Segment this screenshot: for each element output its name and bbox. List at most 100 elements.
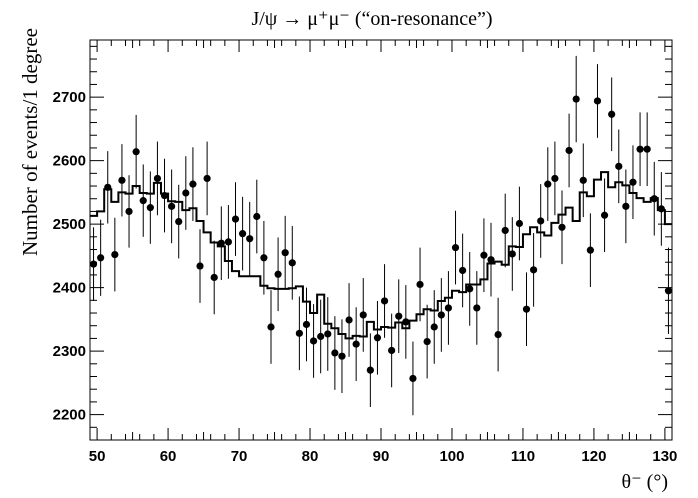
data-point: [664, 287, 673, 295]
data-point: [551, 174, 559, 183]
x-tick-label: 70: [231, 448, 248, 465]
data-point: [395, 312, 403, 320]
data-point: [175, 217, 183, 226]
data-point: [451, 244, 460, 252]
histogram-line: [90, 171, 672, 340]
data-point: [89, 260, 98, 268]
data-point: [544, 180, 552, 188]
data-point: [586, 246, 594, 254]
data-point: [487, 256, 495, 264]
data-point: [366, 366, 374, 374]
data-point: [97, 254, 105, 262]
data-point: [352, 340, 360, 348]
data-point: [608, 110, 616, 118]
x-axis-label-text: θ⁻ (°): [622, 471, 668, 493]
data-point: [203, 174, 211, 183]
x-axis-label: θ⁻ (°): [622, 471, 668, 493]
data-point: [168, 202, 176, 210]
data-point: [615, 162, 623, 170]
data-point: [246, 235, 254, 243]
data-point: [196, 262, 204, 270]
data-point: [466, 285, 474, 293]
data-point: [146, 204, 154, 212]
data-point: [529, 266, 538, 274]
plot-border: [89, 39, 673, 441]
y-axis-ticks: 2200 2300 2400 2500 2600 2700: [53, 45, 672, 441]
chart-title: J/ψ → μ⁺μ⁻ (“on-resonance”): [251, 8, 492, 30]
data-point: [309, 337, 318, 345]
data-point: [345, 316, 353, 324]
data-point: [125, 207, 133, 216]
data-point: [217, 239, 225, 247]
data-point: [437, 311, 445, 319]
data-point: [373, 334, 382, 342]
data-point: [160, 191, 169, 200]
data-point: [380, 297, 389, 305]
data-point: [338, 352, 346, 360]
y-tick-label: 2300: [53, 343, 86, 360]
x-tick-label: 130: [652, 448, 677, 465]
data-point: [295, 329, 303, 337]
data-point: [501, 226, 509, 235]
data-points: [89, 55, 673, 416]
x-axis-ticks: 50 60 70 80 90 100 110 120 130: [89, 40, 677, 465]
data-point: [388, 346, 396, 355]
data-point: [416, 280, 424, 289]
data-point: [430, 323, 438, 331]
data-point: [274, 270, 282, 278]
x-tick-label: 60: [160, 448, 177, 465]
data-point: [494, 331, 502, 339]
y-tick-label: 2600: [53, 153, 86, 170]
data-point: [515, 219, 524, 228]
x-tick-label: 110: [511, 448, 535, 465]
data-point: [260, 254, 268, 262]
data-point: [132, 148, 140, 156]
data-point: [572, 95, 580, 103]
y-tick-label: 2200: [53, 407, 86, 424]
data-point: [111, 251, 119, 259]
data-point: [324, 330, 332, 338]
data-point: [253, 212, 261, 221]
mc-histogram: [90, 171, 672, 340]
x-tick-label: 80: [302, 448, 319, 465]
data-point: [650, 195, 658, 203]
data-point: [331, 349, 339, 357]
data-point: [636, 145, 644, 153]
data-point: [459, 266, 467, 275]
x-tick-label: 50: [89, 448, 106, 465]
data-point: [409, 374, 417, 383]
data-point: [508, 250, 516, 258]
data-point: [622, 202, 630, 210]
data-point: [657, 205, 665, 213]
title-text: J/ψ → μ⁺μ⁻ (“on-resonance”): [251, 8, 492, 30]
data-point: [473, 304, 481, 312]
data-point: [359, 311, 367, 319]
data-point: [565, 146, 573, 155]
data-point: [231, 215, 240, 223]
data-point: [210, 273, 218, 282]
data-point: [104, 183, 112, 191]
data-point: [579, 176, 587, 184]
data-point: [317, 332, 325, 341]
data-point: [189, 180, 197, 188]
plot-frame: [89, 39, 673, 441]
y-axis-label: Number of events/1 degree: [18, 28, 42, 256]
x-tick-label: 100: [439, 448, 464, 465]
data-point: [600, 211, 609, 219]
data-point: [444, 304, 453, 312]
data-point: [480, 251, 488, 259]
data-point: [288, 259, 296, 267]
data-point: [281, 249, 289, 257]
data-point: [302, 320, 311, 329]
data-point: [593, 97, 602, 105]
data-point: [224, 238, 233, 246]
y-tick-label: 2400: [53, 280, 86, 297]
x-tick-label: 90: [373, 448, 390, 465]
data-point: [558, 223, 566, 231]
data-point: [238, 230, 247, 238]
data-point: [423, 337, 431, 346]
y-tick-label: 2700: [53, 89, 86, 106]
data-point: [139, 197, 147, 205]
data-point: [537, 217, 545, 225]
